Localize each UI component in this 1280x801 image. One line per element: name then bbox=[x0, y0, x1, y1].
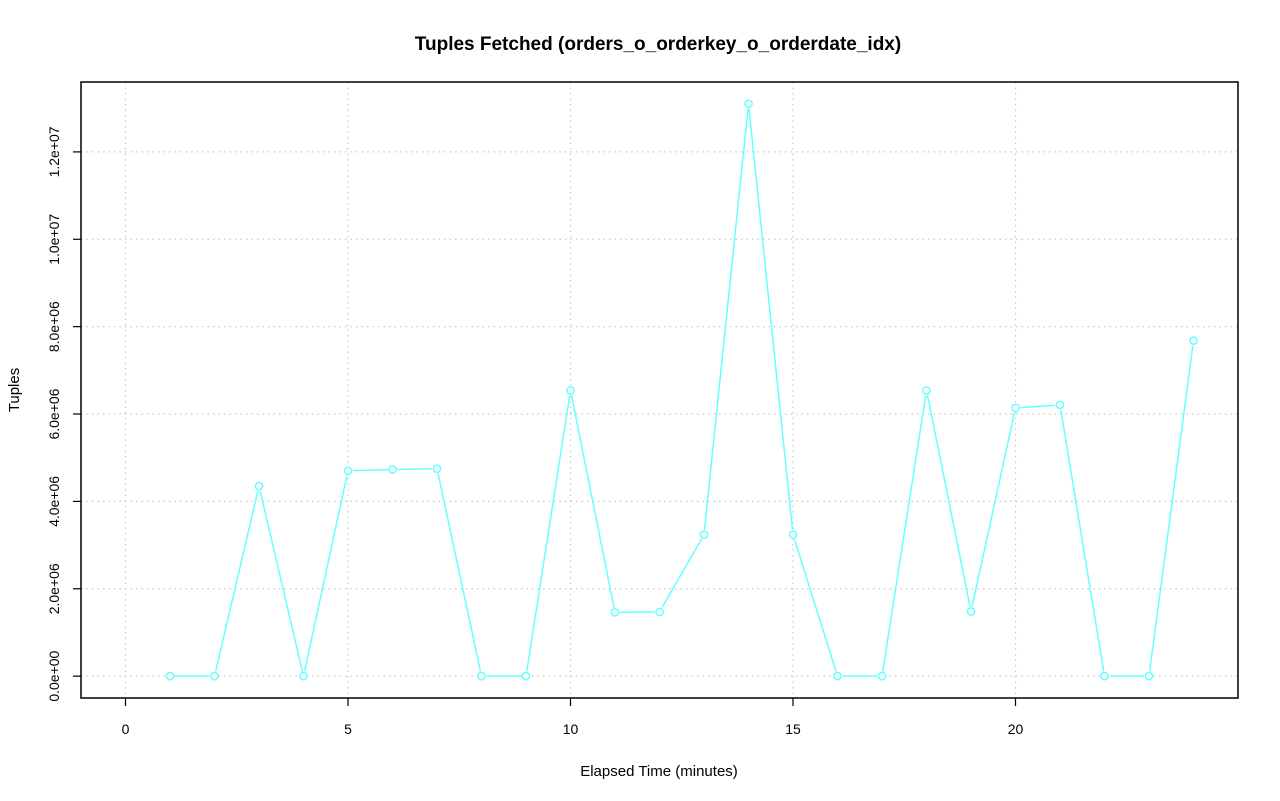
data-point bbox=[877, 671, 887, 681]
series-segment bbox=[926, 395, 971, 607]
x-tick-label: 5 bbox=[344, 721, 352, 737]
data-point bbox=[388, 465, 397, 474]
x-tick-label: 20 bbox=[1008, 721, 1024, 737]
series-segment bbox=[1060, 409, 1105, 672]
data-point bbox=[477, 671, 486, 681]
x-axis-label: Elapsed Time (minutes) bbox=[580, 763, 738, 780]
y-tick-label: 1.2e+07 bbox=[46, 126, 62, 177]
y-tick-label: 0.0e+00 bbox=[46, 650, 62, 701]
x-axis: 0 5 10 15 20 bbox=[122, 698, 1024, 737]
y-tick-label: 4.0e+06 bbox=[46, 476, 62, 527]
data-point bbox=[165, 671, 175, 681]
data-point bbox=[833, 671, 842, 681]
series-segment bbox=[352, 468, 388, 472]
data-point bbox=[521, 671, 531, 681]
data-point bbox=[744, 99, 753, 109]
data-point bbox=[210, 671, 219, 681]
series bbox=[165, 99, 1198, 681]
series-segment bbox=[437, 473, 482, 672]
data-point bbox=[655, 607, 664, 617]
grid bbox=[81, 82, 1238, 698]
series-segment bbox=[397, 467, 433, 471]
series-segment bbox=[748, 108, 794, 530]
series-segment bbox=[214, 490, 259, 672]
series-segment bbox=[971, 412, 1016, 607]
y-axis: 0.0e+00 2.0e+06 4.0e+06 6.0e+06 8.0e+06 1.0e+… bbox=[46, 126, 81, 702]
data-point bbox=[610, 608, 620, 617]
y-tick-label: 8.0e+06 bbox=[46, 301, 62, 352]
plot-frame bbox=[80, 81, 1239, 699]
data-point bbox=[1189, 336, 1198, 345]
data-point bbox=[966, 607, 976, 616]
x-tick-label: 15 bbox=[785, 721, 801, 737]
series-segment bbox=[703, 108, 749, 530]
series-segment bbox=[1020, 404, 1056, 409]
series-segment bbox=[882, 395, 927, 672]
x-tick-label: 0 bbox=[122, 721, 130, 737]
data-point bbox=[1144, 671, 1154, 681]
data-point bbox=[1055, 400, 1065, 410]
data-point bbox=[299, 671, 308, 681]
series-segment bbox=[570, 395, 615, 608]
data-point bbox=[1100, 671, 1109, 681]
chart-title: Tuples Fetched (orders_o_orderkey_o_orde… bbox=[415, 34, 901, 55]
data-point bbox=[566, 386, 575, 395]
data-point bbox=[922, 386, 931, 395]
y-tick-label: 1.0e+07 bbox=[46, 214, 62, 265]
data-point bbox=[1011, 403, 1020, 413]
data-point bbox=[432, 464, 442, 473]
series-segment bbox=[793, 539, 837, 672]
series-segment bbox=[526, 395, 571, 672]
series-segment bbox=[259, 490, 304, 672]
data-point bbox=[699, 530, 709, 539]
data-point bbox=[343, 466, 353, 476]
y-tick-label: 2.0e+06 bbox=[46, 563, 62, 614]
data-point bbox=[254, 481, 264, 491]
data-point bbox=[788, 530, 798, 539]
series-segment bbox=[1148, 345, 1194, 672]
series-segment bbox=[661, 538, 703, 608]
series-segment bbox=[303, 475, 348, 672]
x-tick-label: 10 bbox=[563, 721, 579, 737]
y-axis-label: Tuples bbox=[6, 368, 23, 412]
y-tick-label: 6.0e+06 bbox=[46, 388, 62, 439]
